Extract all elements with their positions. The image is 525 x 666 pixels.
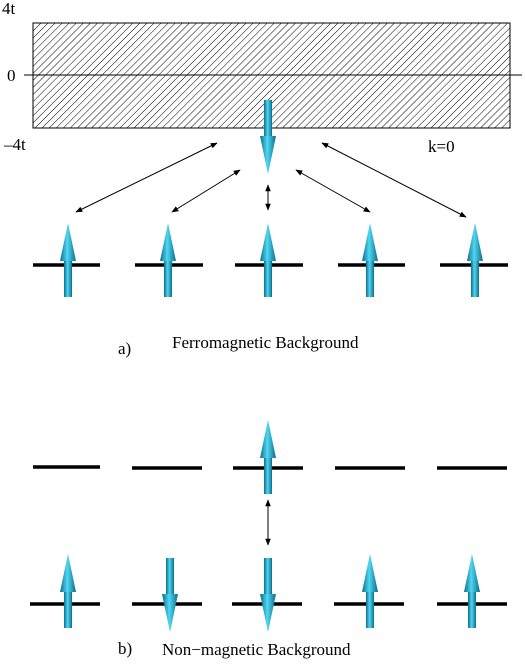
panel-letter: a) (118, 339, 131, 358)
hop-arrow (321, 142, 467, 218)
hop-arrow (171, 169, 241, 213)
label-0: 0 (7, 66, 16, 85)
caption: Non−magnetic Background (162, 640, 351, 659)
hop-arrow (295, 169, 371, 213)
panel-letter: b) (118, 639, 132, 658)
hop-arrow (75, 142, 218, 213)
levels-b (30, 420, 507, 632)
label-minus-4t: –4t (3, 135, 26, 154)
label-4t: 4t (2, 0, 16, 18)
caption: Ferromagnetic Background (172, 333, 359, 352)
levels-a (33, 223, 508, 297)
label-k: k=0 (428, 137, 455, 156)
